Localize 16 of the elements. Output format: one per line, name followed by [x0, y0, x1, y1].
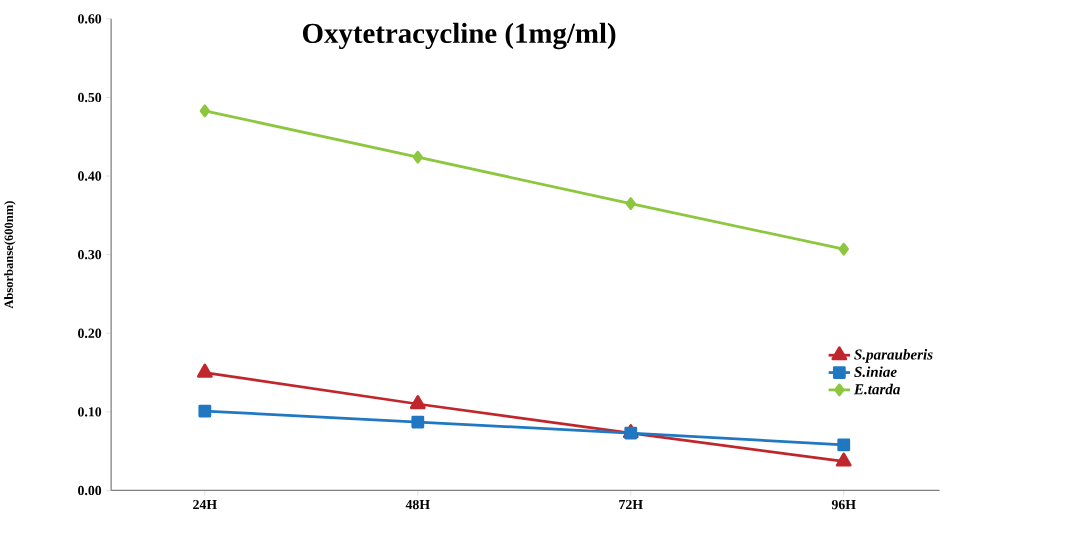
y-tick-label: 0.40 [78, 171, 102, 181]
y-tick-label: 0.30 [78, 249, 102, 260]
y-tick-label: 0.20 [78, 328, 102, 338]
chart-title: Oxytetracycline (1mg/ml) [302, 22, 616, 50]
legend-label: E.tarda [853, 383, 901, 395]
y-axis-title: Absorbanse(600nm) [4, 201, 16, 309]
y-tick-label: 0.00 [78, 485, 102, 495]
x-tick-label: 96H [831, 499, 856, 510]
y-tick-label: 0.10 [78, 407, 102, 417]
y-tick-label: 0.60 [78, 13, 102, 24]
y-tick-label: 0.50 [78, 92, 102, 102]
legend-label: S.iniae [854, 366, 897, 377]
x-tick-label: 72H [619, 499, 643, 509]
legend-label: S.parauberis [854, 348, 933, 363]
x-tick-label: 48H [405, 499, 430, 510]
x-tick-label: 24H [193, 499, 217, 509]
